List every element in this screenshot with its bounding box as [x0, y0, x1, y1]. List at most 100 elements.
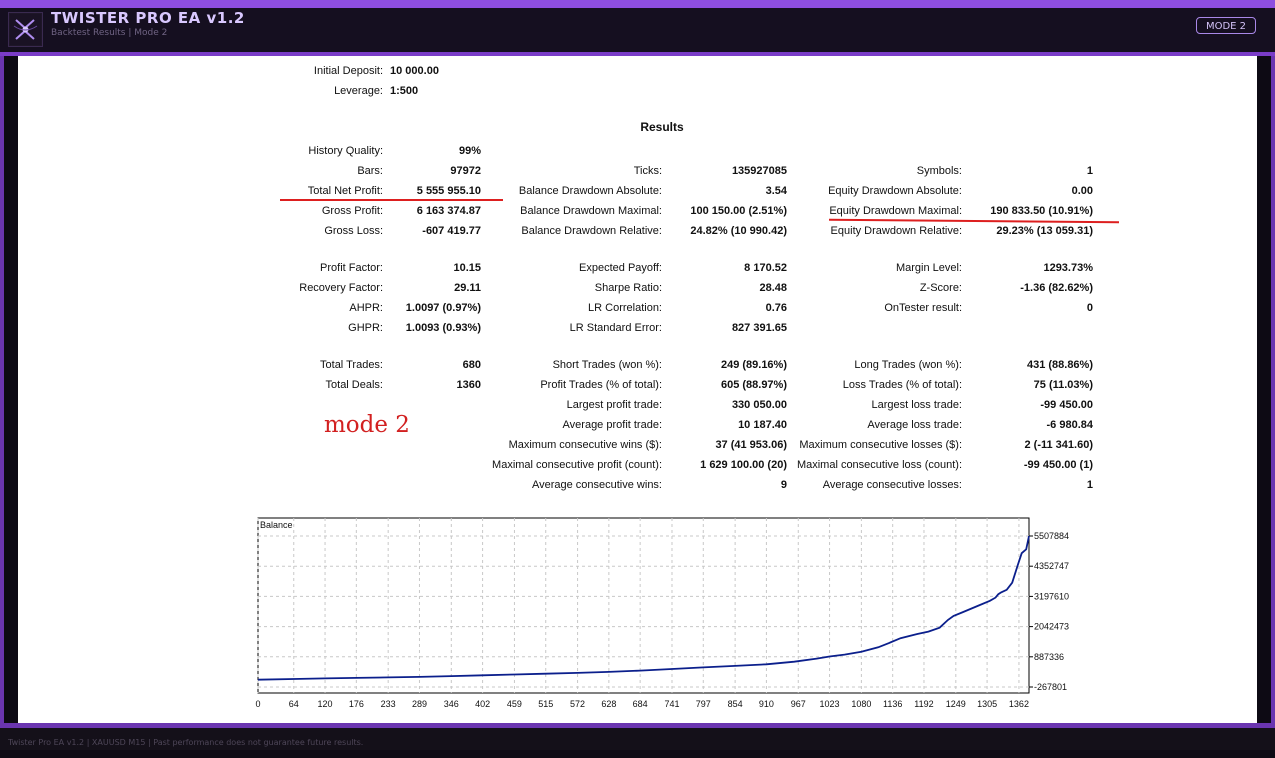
x-tick-label: 176	[349, 699, 364, 709]
loss-trades-value: 75 (11.03%)	[1033, 379, 1093, 391]
equity-drawdown-absolute-value: 0.00	[1071, 185, 1093, 197]
recovery-factor-label: Recovery Factor:	[299, 282, 383, 294]
sharpe-ratio-label: Sharpe Ratio:	[594, 282, 662, 294]
mode-2-button[interactable]: MODE 2	[1196, 17, 1256, 34]
z-score-label: Z-Score:	[919, 282, 962, 294]
long-trades-value: 431 (88.86%)	[1026, 359, 1093, 371]
gross-profit-value: 6 163 374.87	[416, 205, 481, 217]
x-tick-label: 572	[570, 699, 585, 709]
balance-drawdown-relative-value: 24.82% (10 990.42)	[690, 225, 787, 237]
equity-drawdown-absolute-label: Equity Drawdown Absolute:	[828, 185, 962, 197]
ontester-result-value: 0	[1086, 302, 1093, 314]
x-tick-label: 1080	[851, 699, 871, 709]
balance-drawdown-maximal-label: Balance Drawdown Maximal:	[520, 205, 662, 217]
history-quality-label: History Quality:	[308, 145, 383, 157]
app-header: TWISTER PRO EA v1.2 Backtest Results | M…	[0, 8, 1275, 52]
x-tick-label: 910	[759, 699, 774, 709]
x-tick-label: 1305	[977, 699, 997, 709]
equity-drawdown-relative-label: Equity Drawdown Relative:	[830, 225, 962, 237]
x-tick-label: 289	[412, 699, 427, 709]
chart-grid	[257, 518, 1029, 693]
average-loss-trade-label: Average loss trade:	[867, 419, 962, 431]
app-title: TWISTER PRO EA v1.2	[51, 9, 245, 27]
average-profit-trade-label: Average profit trade:	[562, 419, 662, 431]
x-tick-label: 741	[664, 699, 679, 709]
results-title: Results	[640, 120, 684, 134]
ghpr-value: 1.0093 (0.93%)	[405, 322, 481, 334]
leverage-label: Leverage:	[334, 85, 383, 97]
lr-correlation-label: LR Correlation:	[588, 302, 662, 314]
margin-level-label: Margin Level:	[895, 262, 962, 274]
largest-loss-trade-label: Largest loss trade:	[871, 399, 963, 411]
x-tick-label: 120	[318, 699, 333, 709]
ontester-result-label: OnTester result:	[884, 302, 962, 314]
profit-trades-value: 605 (88.97%)	[720, 379, 787, 391]
x-tick-label: 1249	[946, 699, 966, 709]
balance-drawdown-absolute-label: Balance Drawdown Absolute:	[518, 185, 662, 197]
max-consecutive-wins-value: 37 (41 953.06)	[715, 439, 787, 451]
max-consecutive-losses-label: Maximum consecutive losses ($):	[799, 439, 962, 451]
short-trades-value: 249 (89.16%)	[720, 359, 787, 371]
lr-correlation-value: 0.76	[765, 302, 787, 314]
ghpr-label: GHPR:	[348, 322, 383, 334]
sharpe-ratio-value: 28.48	[759, 282, 787, 294]
y-tick-label: 2042473	[1034, 622, 1069, 632]
largest-profit-trade-label: Largest profit trade:	[566, 399, 662, 411]
z-score-value: -1.36 (82.62%)	[1020, 282, 1093, 294]
y-tick-label: 4352747	[1034, 561, 1069, 571]
equity-drawdown-maximal-value: 190 833.50 (10.91%)	[990, 205, 1093, 217]
symbols-value: 1	[1086, 165, 1093, 177]
margin-level-value: 1293.73%	[1043, 262, 1093, 274]
x-tick-label: 1362	[1009, 699, 1029, 709]
bars-label: Bars:	[357, 165, 383, 177]
lr-standard-error-label: LR Standard Error:	[569, 322, 662, 334]
net-profit-highlight-underline	[280, 199, 503, 201]
x-tick-label: 854	[728, 699, 743, 709]
ahpr-value: 1.0097 (0.97%)	[405, 302, 481, 314]
largest-profit-trade-value: 330 050.00	[731, 399, 787, 411]
balance-drawdown-relative-label: Balance Drawdown Relative:	[521, 225, 662, 237]
average-consecutive-losses-label: Average consecutive losses:	[822, 479, 962, 491]
equity-drawdown-relative-value: 29.23% (13 059.31)	[996, 225, 1093, 237]
backtest-report: Initial Deposit: 10 000.00 Leverage: 1:5…	[18, 56, 1257, 723]
footer-disclaimer: Twister Pro EA v1.2 | XAUUSD M15 | Past …	[0, 728, 1275, 750]
x-tick-label: 628	[601, 699, 616, 709]
x-tick-label: 1192	[914, 699, 933, 709]
x-tick-label: 0	[255, 699, 260, 709]
right-frame-rail	[1271, 56, 1275, 723]
gross-loss-label: Gross Loss:	[324, 225, 383, 237]
profit-factor-label: Profit Factor:	[320, 262, 383, 274]
total-deals-value: 1360	[456, 379, 481, 391]
chart-x-ticks: 0 64 120 176 233 289 346 402 459 515 572 628 684 741 7…	[255, 699, 1028, 709]
maximal-consecutive-profit-label: Maximal consecutive profit (count):	[492, 459, 662, 471]
history-quality-value: 99%	[458, 145, 481, 157]
x-tick-label: 515	[538, 699, 553, 709]
average-consecutive-wins-label: Average consecutive wins:	[531, 479, 662, 491]
expected-payoff-value: 8 170.52	[744, 262, 787, 274]
average-consecutive-wins-value: 9	[780, 479, 787, 491]
ticks-value: 135927085	[731, 165, 787, 177]
total-trades-value: 680	[462, 359, 481, 371]
profit-trades-label: Profit Trades (% of total):	[540, 379, 662, 391]
gross-profit-label: Gross Profit:	[321, 205, 383, 217]
total-trades-label: Total Trades:	[320, 359, 383, 371]
average-profit-trade-value: 10 187.40	[738, 419, 787, 431]
chart-plot-area	[257, 517, 1030, 694]
balance-drawdown-maximal-value: 100 150.00 (2.51%)	[690, 205, 787, 217]
y-tick-label: 3197610	[1034, 591, 1069, 601]
total-net-profit-value: 5 555 955.10	[416, 185, 481, 197]
x-tick-label: 1023	[820, 699, 840, 709]
total-deals-label: Total Deals:	[325, 379, 383, 391]
expected-payoff-label: Expected Payoff:	[579, 262, 662, 274]
twister-logo-icon	[8, 12, 43, 47]
x-tick-label: 684	[633, 699, 648, 709]
maximal-consecutive-profit-value: 1 629 100.00 (20)	[700, 459, 787, 471]
x-tick-label: 1136	[883, 699, 902, 709]
total-net-profit-label: Total Net Profit:	[307, 185, 383, 197]
x-tick-label: 233	[381, 699, 396, 709]
y-tick-label: -267801	[1034, 682, 1067, 692]
x-tick-label: 967	[791, 699, 806, 709]
header-accent-line	[0, 52, 1275, 56]
x-tick-label: 797	[696, 699, 711, 709]
maximal-consecutive-loss-label: Maximal consecutive loss (count):	[796, 459, 962, 471]
